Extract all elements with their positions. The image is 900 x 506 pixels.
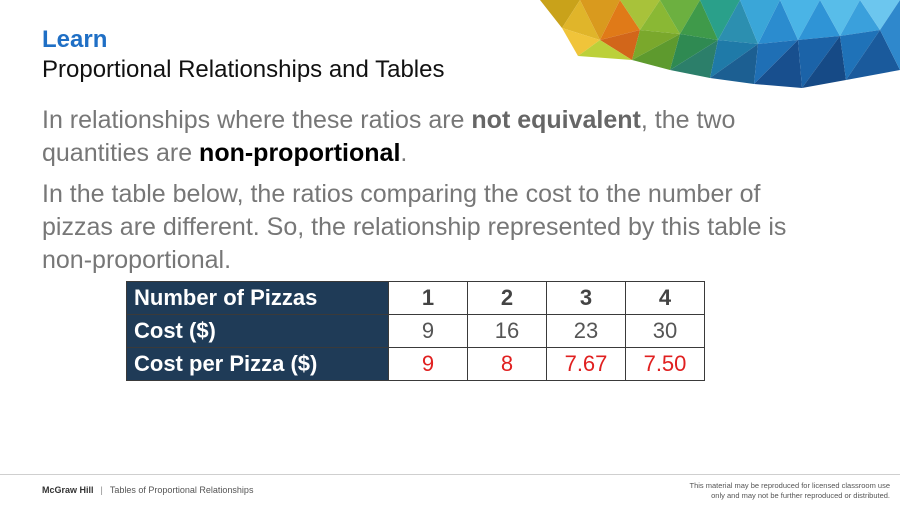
table-row: Cost per Pizza ($) 9 8 7.67 7.50 bbox=[126, 347, 705, 381]
paragraph1-text-1: In relationships where these ratios are bbox=[42, 106, 472, 134]
table-cell: 7.67 bbox=[546, 347, 626, 381]
row-header: Cost per Pizza ($) bbox=[126, 347, 389, 381]
notice-line: This material may be reproduced for lice… bbox=[689, 481, 890, 490]
decorative-polygon-banner bbox=[540, 0, 900, 88]
paragraph1-text-2: , the two quantities are bbox=[42, 106, 736, 167]
footer-credit: McGraw Hill | Tables of Proportional Relat… bbox=[42, 485, 253, 495]
table-cell: 9 bbox=[388, 347, 468, 381]
brand-name: McGraw Hill bbox=[42, 485, 94, 495]
emphasis-non-proportional: non-proportional bbox=[199, 139, 401, 167]
table-cell: 2 bbox=[467, 281, 547, 315]
paragraph-ratios: In relationships where these ratios are … bbox=[42, 104, 832, 170]
pizza-cost-table: Number of Pizzas 1 2 3 4 Cost ($) 9 16 2… bbox=[126, 281, 705, 381]
copyright-notice: This material may be reproduced for lice… bbox=[630, 481, 890, 501]
section-label: Learn bbox=[42, 26, 108, 53]
table-cell: 3 bbox=[546, 281, 626, 315]
row-header: Cost ($) bbox=[126, 314, 389, 348]
footer-divider bbox=[0, 474, 900, 475]
row-header: Number of Pizzas bbox=[126, 281, 389, 315]
table-row: Number of Pizzas 1 2 3 4 bbox=[126, 281, 705, 315]
table-cell: 8 bbox=[467, 347, 547, 381]
paragraph1-text-3: . bbox=[400, 139, 408, 167]
table-cell: 4 bbox=[625, 281, 705, 315]
table-cell: 1 bbox=[388, 281, 468, 315]
table-cell: 23 bbox=[546, 314, 626, 348]
notice-line: only and may not be further reproduced o… bbox=[711, 491, 890, 500]
table-row: Cost ($) 9 16 23 30 bbox=[126, 314, 705, 348]
paragraph-table-intro: In the table below, the ratios comparing… bbox=[42, 180, 787, 274]
emphasis-not-equivalent: not equivalent bbox=[471, 106, 641, 134]
table-cell: 16 bbox=[467, 314, 547, 348]
page-title: Proportional Relationships and Tables bbox=[42, 56, 445, 83]
table-cell: 30 bbox=[625, 314, 705, 348]
footer-separator: | bbox=[100, 485, 103, 495]
table-cell: 9 bbox=[388, 314, 468, 348]
table-cell: 7.50 bbox=[625, 347, 705, 381]
course-title: Tables of Proportional Relationships bbox=[109, 485, 254, 495]
